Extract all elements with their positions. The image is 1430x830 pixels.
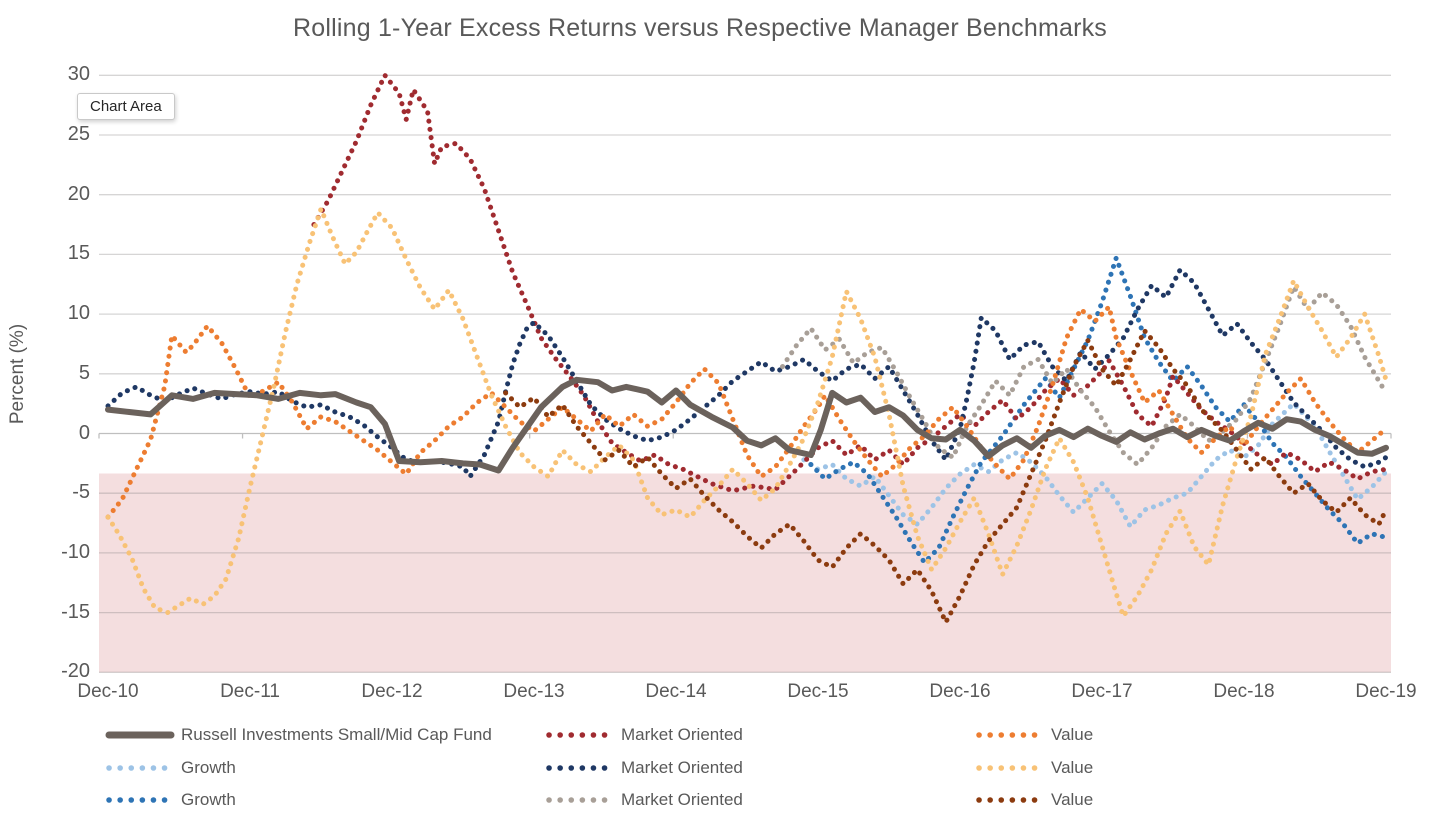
- y-axis-tick-label: 25: [67, 123, 90, 145]
- x-axis-tick-label: Dec-11: [220, 681, 280, 702]
- legend-label: Value: [1051, 725, 1094, 744]
- series-line: [105, 267, 1389, 479]
- legend-item[interactable]: Value: [975, 788, 1093, 812]
- y-axis-tick-label: 5: [78, 361, 90, 384]
- dotted-line-marker-icon: [106, 765, 174, 771]
- legend-label: Growth: [181, 790, 236, 809]
- legend-label: Market Oriented: [621, 790, 743, 809]
- legend-label: Value: [1051, 790, 1094, 809]
- series-line: [780, 284, 1389, 467]
- legend-item[interactable]: Market Oriented: [545, 723, 743, 747]
- y-axis-tick-label: -10: [61, 540, 90, 563]
- legend-label: Market Oriented: [621, 758, 743, 777]
- y-axis-tick-label: 30: [67, 63, 90, 86]
- x-axis-tick-label: Dec-17: [1071, 681, 1133, 702]
- dotted-line-marker-icon: [106, 797, 174, 803]
- legend-label: Value: [1051, 758, 1094, 777]
- series-line: [503, 328, 1389, 625]
- y-axis-tick-label: 0: [78, 421, 90, 444]
- legend-item[interactable]: Russell Investments Small/Mid Cap Fund: [105, 723, 492, 747]
- x-axis-tick-label: Dec-13: [503, 681, 565, 702]
- legend-label: Growth: [181, 758, 236, 777]
- shaded-negative-band: [99, 473, 1391, 673]
- dotted-line-marker-icon: [546, 765, 614, 771]
- x-axis-tick-label: Dec-12: [361, 681, 423, 702]
- solid-line-marker-icon: [105, 731, 175, 739]
- legend-item[interactable]: Value: [975, 756, 1093, 780]
- legend-label: Market Oriented: [621, 725, 743, 744]
- x-axis-tick-label: Dec-16: [929, 681, 991, 702]
- x-axis-tick-label: Dec-19: [1355, 681, 1417, 702]
- series-line: [105, 206, 1389, 619]
- y-axis-tick-label: -5: [72, 481, 90, 504]
- y-axis-tick-label: -15: [61, 600, 90, 623]
- legend-item[interactable]: Growth: [105, 788, 236, 812]
- y-axis-tick-label: -20: [61, 660, 90, 683]
- series-line: [105, 304, 1389, 520]
- legend-item[interactable]: Market Oriented: [545, 788, 743, 812]
- y-axis-tick-label: 20: [67, 182, 90, 205]
- chart-area-tooltip: Chart Area: [77, 93, 175, 120]
- dotted-line-marker-icon: [976, 797, 1044, 803]
- dotted-line-marker-icon: [976, 765, 1044, 771]
- x-axis-tick-label: Dec-18: [1213, 681, 1275, 702]
- x-axis-tick-label: Dec-15: [787, 681, 849, 702]
- series-line: [105, 376, 1389, 474]
- legend-item[interactable]: Value: [975, 723, 1093, 747]
- legend-item[interactable]: Growth: [105, 756, 236, 780]
- series-line: [808, 255, 1389, 565]
- dotted-line-marker-icon: [976, 732, 1044, 738]
- series-line: [801, 401, 1389, 530]
- x-axis-tick-label: Dec-14: [645, 681, 707, 702]
- legend-label: Russell Investments Small/Mid Cap Fund: [181, 725, 492, 744]
- y-axis-tick-label: 10: [67, 302, 90, 325]
- chart-title: Rolling 1-Year Excess Returns versus Res…: [292, 14, 1108, 42]
- series-line: [311, 72, 1389, 494]
- y-axis-tick-label: 15: [67, 242, 90, 265]
- dotted-line-marker-icon: [546, 797, 614, 803]
- dotted-line-marker-icon: [546, 732, 614, 738]
- legend-item[interactable]: Market Oriented: [545, 756, 743, 780]
- x-axis-tick-label: Dec-10: [77, 681, 139, 702]
